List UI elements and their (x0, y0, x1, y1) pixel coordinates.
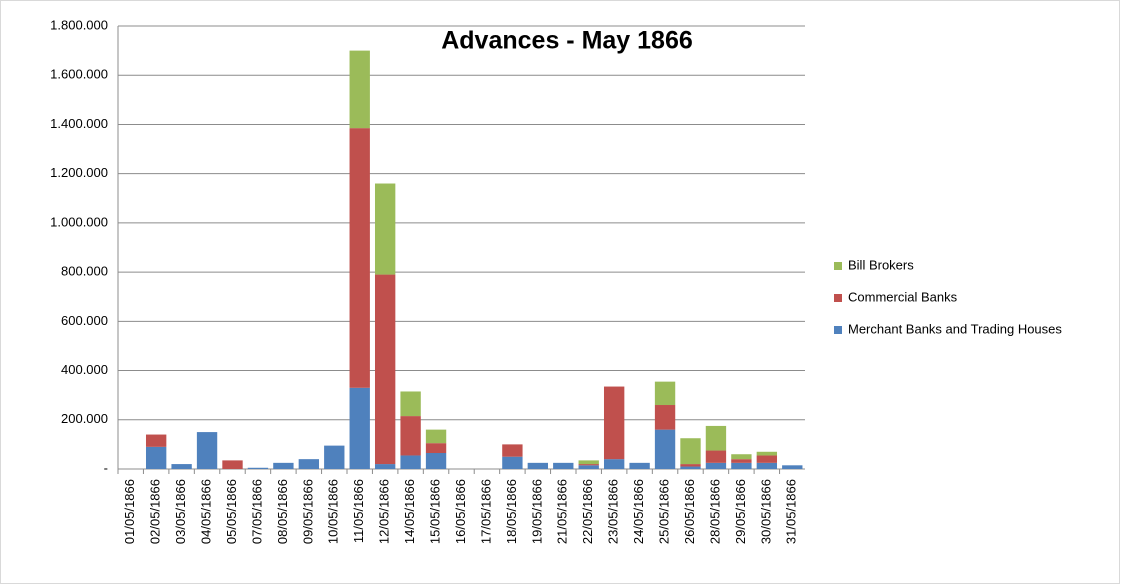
bar-segment (731, 459, 752, 463)
bar-segment (349, 128, 370, 388)
x-tick-label: 05/05/1866 (224, 479, 239, 544)
y-tick-label: 600.000 (61, 313, 108, 328)
x-tick-label: 10/05/1866 (326, 479, 341, 544)
y-tick-label: 1.000.000 (50, 214, 108, 229)
bar-segment (145, 446, 167, 469)
x-tick-label: 02/05/1866 (148, 479, 163, 544)
bar-segment (782, 465, 803, 469)
x-tick-label: 24/05/1866 (631, 479, 646, 544)
y-tick-label: 1.800.000 (50, 17, 108, 32)
x-tick-label: 03/05/1866 (173, 479, 188, 544)
bar-segment (502, 444, 523, 457)
x-tick-label: 04/05/1866 (198, 479, 213, 544)
x-tick-label: 22/05/1866 (580, 479, 595, 544)
bar-segment (349, 50, 370, 129)
y-tick-label: 400.000 (61, 362, 108, 377)
bar-segment (400, 416, 421, 456)
x-tick-label: 11/05/1866 (351, 479, 366, 543)
bar-segment (756, 462, 778, 469)
x-tick-label: 30/05/1866 (758, 479, 773, 544)
x-tick-label: 16/05/1866 (453, 479, 468, 544)
x-tick-label: 23/05/1866 (606, 479, 621, 544)
bar-segment (680, 438, 701, 465)
bar-segment (171, 464, 192, 469)
x-tick-label: 28/05/1866 (707, 479, 722, 544)
bar-segment (374, 274, 396, 465)
bar-segment (756, 455, 778, 463)
bar-segment (705, 425, 727, 451)
legend-label: Commercial Banks (848, 289, 958, 304)
bar-segment (425, 453, 447, 469)
bar-segment (578, 464, 599, 466)
bar-segment (222, 460, 243, 469)
legend-swatch (834, 294, 842, 302)
bar-segment (273, 462, 294, 469)
x-tick-label: 29/05/1866 (733, 479, 748, 544)
bar-segment (756, 451, 778, 456)
x-tick-label: 09/05/1866 (300, 479, 315, 544)
x-tick-label: 08/05/1866 (275, 479, 290, 544)
y-tick-label: 1.200.000 (50, 165, 108, 180)
legend-label: Bill Brokers (848, 257, 914, 272)
x-tick-label: 07/05/1866 (249, 479, 264, 544)
x-tick-label: 17/05/1866 (478, 479, 493, 544)
bar-segment (705, 450, 727, 463)
bar-segment (654, 429, 676, 469)
bar-segment (324, 445, 345, 469)
bar-segment (629, 462, 650, 469)
legend-label: Merchant Banks and Trading Houses (848, 321, 1062, 336)
x-tick-label: 19/05/1866 (529, 479, 544, 544)
x-tick-label: 25/05/1866 (656, 479, 671, 544)
y-tick-label: 1.600.000 (50, 67, 108, 82)
bar-segment (527, 462, 549, 469)
bar-segment (374, 464, 396, 469)
y-tick-label: 1.400.000 (50, 116, 108, 131)
x-tick-label: 31/05/1866 (784, 479, 799, 544)
x-tick-label: 18/05/1866 (504, 479, 519, 544)
bar-segment (298, 459, 320, 469)
bar-segment (145, 434, 167, 447)
bar-segment (553, 462, 574, 469)
y-tick-label: 800.000 (61, 264, 108, 279)
bar-segment (603, 459, 625, 469)
x-tick-label: 21/05/1866 (555, 479, 570, 544)
legend-swatch (834, 326, 842, 334)
bar-segment (247, 467, 269, 469)
bar-segment (654, 405, 676, 430)
bar-segment (578, 465, 599, 469)
chart-title: Advances - May 1866 (441, 27, 693, 55)
bar-segment (400, 391, 421, 417)
x-tick-label: 01/05/1866 (122, 479, 137, 544)
bar-segment (400, 455, 421, 469)
bar-segment (425, 429, 447, 444)
bar-segment (680, 466, 701, 469)
x-tick-label: 14/05/1866 (402, 479, 417, 544)
bar-segment (705, 462, 727, 469)
x-tick-label: 15/05/1866 (427, 479, 442, 544)
x-tick-label: 26/05/1866 (682, 479, 697, 544)
x-tick-label: 12/05/1866 (377, 479, 392, 544)
bar-segment (502, 456, 523, 469)
bar-segment (603, 386, 625, 460)
bar-segment (374, 183, 396, 275)
bar-segment (425, 443, 447, 454)
bar-segment (680, 464, 701, 467)
bar-segment (731, 462, 752, 469)
bar-segment (349, 387, 370, 469)
y-tick-label: - (104, 460, 108, 475)
bar-segment (196, 432, 218, 469)
bar-segment (578, 460, 599, 465)
bar-segment (731, 454, 752, 460)
bar-segment (654, 381, 676, 406)
y-tick-label: 200.000 (61, 411, 108, 426)
legend-swatch (834, 262, 842, 270)
